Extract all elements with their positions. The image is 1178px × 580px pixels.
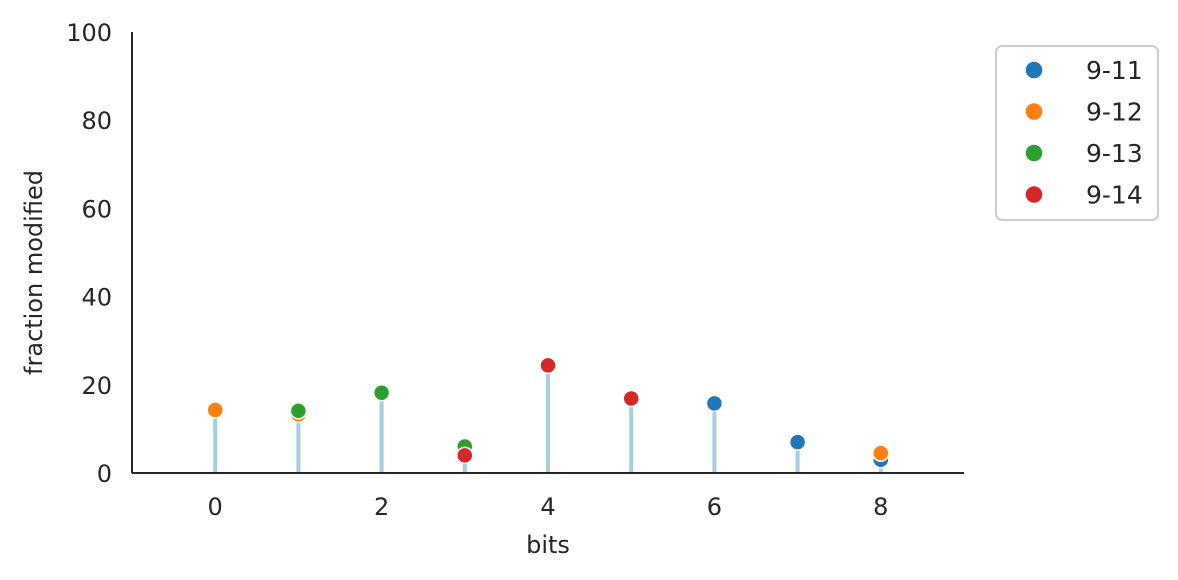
x-tick-label: 8: [873, 493, 888, 521]
axes-layer: [131, 32, 964, 474]
stems-layer: [213, 365, 883, 473]
data-point: [705, 394, 724, 413]
y-tick-label: 40: [81, 284, 112, 312]
x-tick-label: 0: [208, 493, 223, 521]
data-point: [289, 402, 308, 420]
data-point: [788, 433, 807, 451]
x-tick-label: 6: [707, 493, 722, 521]
y-axis-label: fraction modified: [20, 170, 48, 375]
y-tick-label: 100: [66, 19, 112, 47]
data-point: [622, 389, 640, 408]
legend-marker: [1024, 101, 1044, 122]
data-point: [456, 446, 474, 465]
x-tick-label: 4: [540, 493, 555, 521]
legend-box: [995, 45, 1159, 221]
data-point: [872, 444, 890, 462]
y-tick-label: 80: [81, 107, 112, 135]
legend-label: 9-11: [1086, 56, 1143, 85]
x-axis-label: bits: [526, 531, 570, 559]
points-layer: [206, 356, 890, 469]
x-tick-label: 2: [374, 493, 389, 521]
data-point: [539, 356, 557, 375]
y-tick-label: 0: [97, 460, 112, 488]
legend-marker: [1024, 184, 1044, 205]
legend-items: 9-11 9-12 9-13 9-14: [1024, 56, 1143, 210]
legend-label: 9-13: [1086, 139, 1143, 168]
legend-marker: [1024, 60, 1044, 80]
y-ticks: 0 20 40 60 80 100: [66, 19, 112, 488]
legend: 9-11 9-12 9-13 9-14: [995, 45, 1159, 221]
y-tick-label: 20: [81, 372, 112, 400]
legend-label: 9-14: [1086, 181, 1143, 210]
x-ticks: 0 2 4 6 8: [208, 493, 889, 521]
data-point: [372, 383, 391, 402]
legend-marker: [1024, 143, 1044, 163]
legend-label: 9-12: [1086, 98, 1143, 127]
y-tick-label: 60: [81, 195, 112, 223]
data-point: [206, 401, 224, 419]
